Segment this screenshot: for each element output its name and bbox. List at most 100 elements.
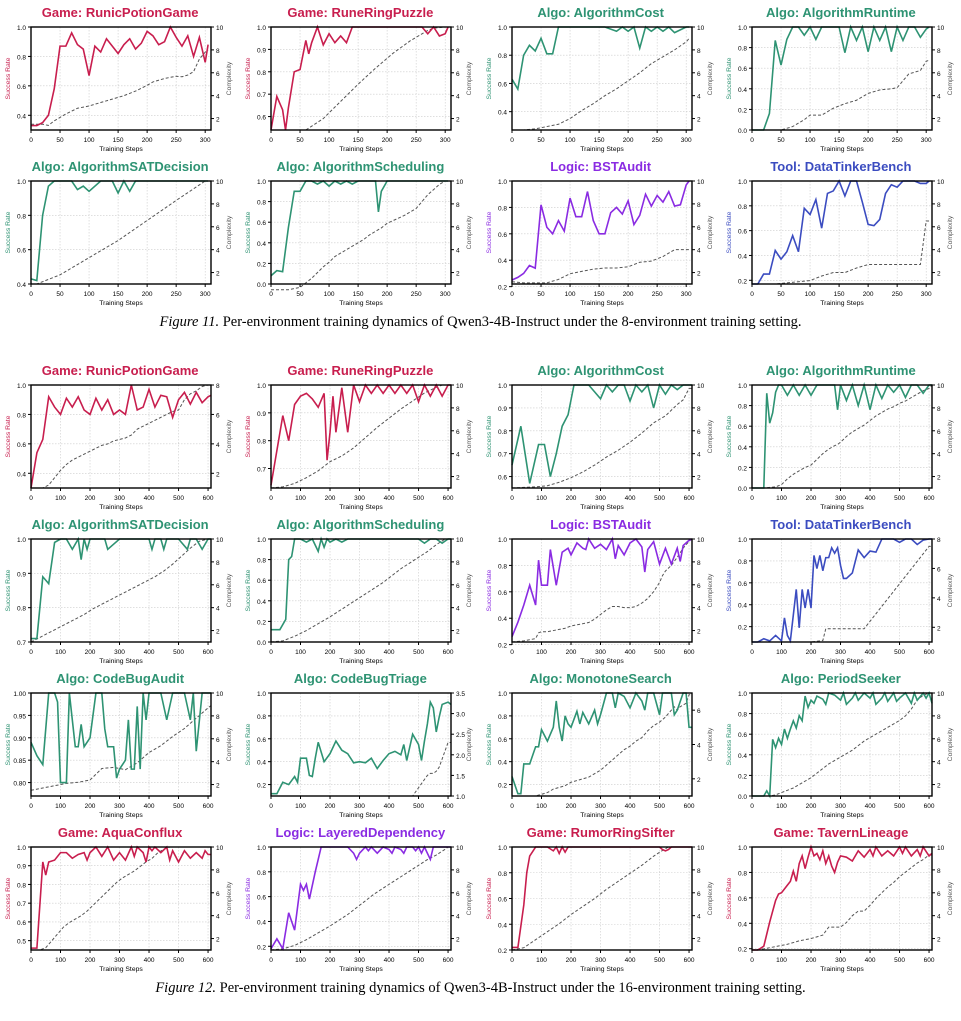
svg-text:600: 600 xyxy=(443,803,454,810)
svg-text:6: 6 xyxy=(697,891,701,898)
svg-text:2: 2 xyxy=(937,937,941,944)
svg-text:Success Rate: Success Rate xyxy=(5,569,12,611)
svg-text:0.2: 0.2 xyxy=(257,619,266,626)
svg-text:2: 2 xyxy=(697,629,701,636)
svg-text:6: 6 xyxy=(697,71,701,78)
svg-text:0.2: 0.2 xyxy=(257,783,266,790)
svg-text:Success Rate: Success Rate xyxy=(5,415,12,457)
svg-text:6: 6 xyxy=(456,71,460,78)
svg-text:8: 8 xyxy=(456,406,460,413)
svg-text:Success Rate: Success Rate xyxy=(245,569,252,611)
svg-text:50: 50 xyxy=(297,137,305,144)
svg-text:0: 0 xyxy=(510,137,514,144)
svg-text:1.0: 1.0 xyxy=(738,25,747,32)
svg-text:0.4: 0.4 xyxy=(257,919,266,926)
svg-text:2: 2 xyxy=(456,271,460,278)
svg-text:0: 0 xyxy=(750,803,754,810)
svg-text:Complexity: Complexity xyxy=(466,573,473,607)
svg-text:0.4: 0.4 xyxy=(738,921,747,928)
svg-text:1.5: 1.5 xyxy=(456,773,465,780)
svg-text:0: 0 xyxy=(750,649,754,656)
svg-text:4: 4 xyxy=(456,914,460,921)
svg-text:100: 100 xyxy=(84,137,95,144)
svg-text:Complexity: Complexity xyxy=(466,215,473,249)
svg-text:50: 50 xyxy=(537,137,545,144)
svg-text:Success Rate: Success Rate xyxy=(5,57,12,99)
svg-text:500: 500 xyxy=(413,649,424,656)
svg-text:Training Steps: Training Steps xyxy=(340,658,384,665)
svg-text:600: 600 xyxy=(443,649,454,656)
svg-text:150: 150 xyxy=(353,137,364,144)
svg-text:10: 10 xyxy=(697,537,705,544)
svg-text:150: 150 xyxy=(353,291,364,298)
svg-text:1.0: 1.0 xyxy=(257,691,266,698)
svg-text:300: 300 xyxy=(595,803,606,810)
svg-text:Success Rate: Success Rate xyxy=(486,211,493,253)
svg-text:2: 2 xyxy=(456,475,460,482)
svg-text:10: 10 xyxy=(216,179,224,186)
svg-text:0.7: 0.7 xyxy=(257,467,266,474)
svg-text:100: 100 xyxy=(84,291,95,298)
svg-text:0.9: 0.9 xyxy=(17,864,26,871)
svg-text:Success Rate: Success Rate xyxy=(245,211,252,253)
svg-text:Success Rate: Success Rate xyxy=(245,57,252,99)
svg-text:1.0: 1.0 xyxy=(498,179,507,186)
svg-text:600: 600 xyxy=(923,803,934,810)
svg-text:2: 2 xyxy=(456,629,460,636)
svg-text:8: 8 xyxy=(937,537,941,544)
svg-text:0.8: 0.8 xyxy=(17,606,26,613)
svg-text:8: 8 xyxy=(697,202,701,209)
svg-text:0.2: 0.2 xyxy=(738,773,747,780)
svg-text:0.6: 0.6 xyxy=(498,475,507,482)
svg-text:1.0: 1.0 xyxy=(17,383,26,390)
svg-text:0: 0 xyxy=(510,291,514,298)
svg-text:3.0: 3.0 xyxy=(456,712,465,719)
svg-text:3.5: 3.5 xyxy=(456,691,465,698)
svg-text:0.8: 0.8 xyxy=(17,882,26,889)
svg-text:2: 2 xyxy=(456,937,460,944)
svg-text:1.0: 1.0 xyxy=(257,537,266,544)
svg-text:6: 6 xyxy=(937,429,941,436)
svg-text:0.4: 0.4 xyxy=(738,753,747,760)
svg-text:0: 0 xyxy=(270,957,274,964)
svg-text:300: 300 xyxy=(200,137,211,144)
svg-text:500: 500 xyxy=(894,649,905,656)
svg-text:6: 6 xyxy=(216,891,220,898)
svg-text:500: 500 xyxy=(654,957,665,964)
svg-text:10: 10 xyxy=(937,179,945,186)
svg-text:4: 4 xyxy=(937,248,941,255)
svg-text:500: 500 xyxy=(894,957,905,964)
svg-text:0.6: 0.6 xyxy=(738,581,747,588)
svg-text:200: 200 xyxy=(325,957,336,964)
svg-text:6: 6 xyxy=(697,708,701,715)
svg-text:8: 8 xyxy=(456,48,460,55)
svg-text:4: 4 xyxy=(216,914,220,921)
svg-text:0.2: 0.2 xyxy=(738,625,747,632)
svg-text:0.6: 0.6 xyxy=(17,920,26,927)
svg-text:500: 500 xyxy=(894,803,905,810)
svg-text:1.0: 1.0 xyxy=(498,537,507,544)
svg-text:10: 10 xyxy=(456,179,464,186)
svg-text:10: 10 xyxy=(216,845,224,852)
svg-text:250: 250 xyxy=(171,291,182,298)
svg-text:100: 100 xyxy=(295,957,306,964)
svg-text:300: 300 xyxy=(354,495,365,502)
svg-text:0.8: 0.8 xyxy=(498,53,507,60)
svg-text:200: 200 xyxy=(325,803,336,810)
svg-text:0.0: 0.0 xyxy=(738,128,747,135)
svg-text:10: 10 xyxy=(456,383,464,390)
svg-text:1.0: 1.0 xyxy=(17,25,26,32)
svg-text:200: 200 xyxy=(565,649,576,656)
svg-text:100: 100 xyxy=(805,291,816,298)
svg-text:Training Steps: Training Steps xyxy=(340,146,384,153)
svg-text:2: 2 xyxy=(216,471,220,478)
svg-text:200: 200 xyxy=(382,291,393,298)
svg-text:Training Steps: Training Steps xyxy=(340,812,384,819)
svg-text:Training Steps: Training Steps xyxy=(580,146,624,153)
svg-text:6: 6 xyxy=(216,412,220,419)
svg-text:8: 8 xyxy=(697,406,701,413)
svg-text:Training Steps: Training Steps xyxy=(340,300,384,307)
svg-text:200: 200 xyxy=(565,957,576,964)
svg-text:8: 8 xyxy=(216,868,220,875)
svg-text:Complexity: Complexity xyxy=(466,61,473,95)
